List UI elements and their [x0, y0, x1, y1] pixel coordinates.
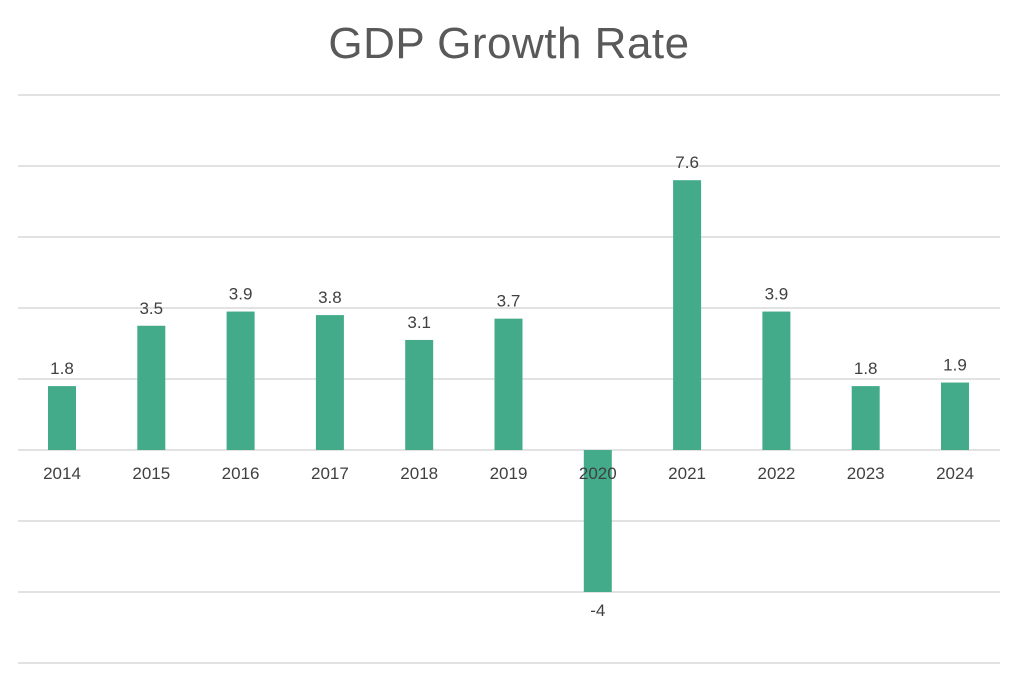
bar-2023 [851, 386, 880, 450]
data-label: 3.9 [229, 285, 253, 304]
bar-2015 [137, 325, 166, 450]
x-tick-label: 2016 [222, 464, 260, 483]
x-tick-label: 2024 [936, 464, 974, 483]
bars [48, 180, 969, 592]
data-label: 1.9 [943, 356, 967, 375]
x-tick-label: 2020 [579, 464, 617, 483]
x-tick-label: 2014 [43, 464, 81, 483]
bar-2016 [226, 311, 255, 450]
data-label: 7.6 [675, 153, 699, 172]
bar-2019 [494, 318, 523, 450]
data-label: -4 [590, 601, 605, 620]
bar-2018 [405, 339, 434, 450]
data-label: 3.7 [497, 292, 521, 311]
bar-2024 [941, 382, 969, 450]
data-label: 3.9 [765, 285, 789, 304]
x-tick-label: 2021 [668, 464, 706, 483]
bar-2020 [583, 450, 612, 592]
x-tick-label: 2015 [132, 464, 170, 483]
x-tick-label: 2022 [757, 464, 795, 483]
data-label: 1.8 [50, 359, 74, 378]
chart-title: GDP Growth Rate [328, 19, 690, 68]
x-tick-label: 2023 [847, 464, 885, 483]
data-label: 3.5 [139, 299, 163, 318]
data-label: 3.8 [318, 288, 342, 307]
x-tick-label: 2019 [490, 464, 528, 483]
bar-2014 [48, 386, 76, 450]
data-labels: 1.8 3.5 3.9 3.8 3.1 3.7 -4 7.6 3.9 1.8 1.9 [50, 153, 967, 620]
bar-2021 [673, 180, 702, 450]
data-label: 3.1 [407, 313, 431, 332]
x-tick-labels: 2014 2015 2016 2017 2018 2019 2020 2021 2022 2023… [43, 464, 974, 483]
bar-2017 [315, 315, 344, 450]
x-tick-label: 2018 [400, 464, 438, 483]
gridlines [18, 94, 1000, 664]
bar-2022 [762, 311, 791, 450]
data-label: 1.8 [854, 359, 878, 378]
x-tick-label: 2017 [311, 464, 349, 483]
